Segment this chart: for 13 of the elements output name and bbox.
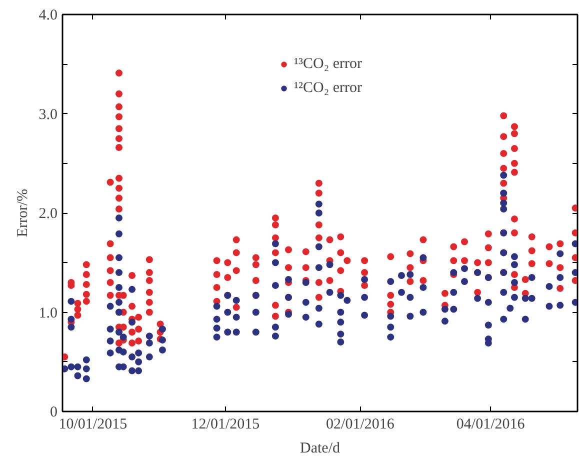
y-tick-label: 0 [50, 404, 58, 420]
legend-label: ¹³CO₂ error [294, 56, 362, 72]
x-tick-label: 12/01/2015 [191, 416, 260, 432]
y-tick-label: 1.0 [38, 305, 58, 322]
legend-label: ¹²CO₂ error [294, 80, 362, 96]
y-tick-label: 3.0 [38, 106, 58, 123]
y-tick-label: 2.0 [38, 206, 58, 222]
y-axis-title: Error/% [14, 188, 31, 238]
y-tick-label: 4.0 [38, 8, 58, 24]
x-tick-label: 04/01/2016 [456, 416, 526, 432]
x-tick-label: 02/01/2016 [326, 416, 395, 432]
x-axis-title: Date/d [300, 440, 340, 456]
x-tick-label: 10/01/2015 [58, 416, 128, 432]
